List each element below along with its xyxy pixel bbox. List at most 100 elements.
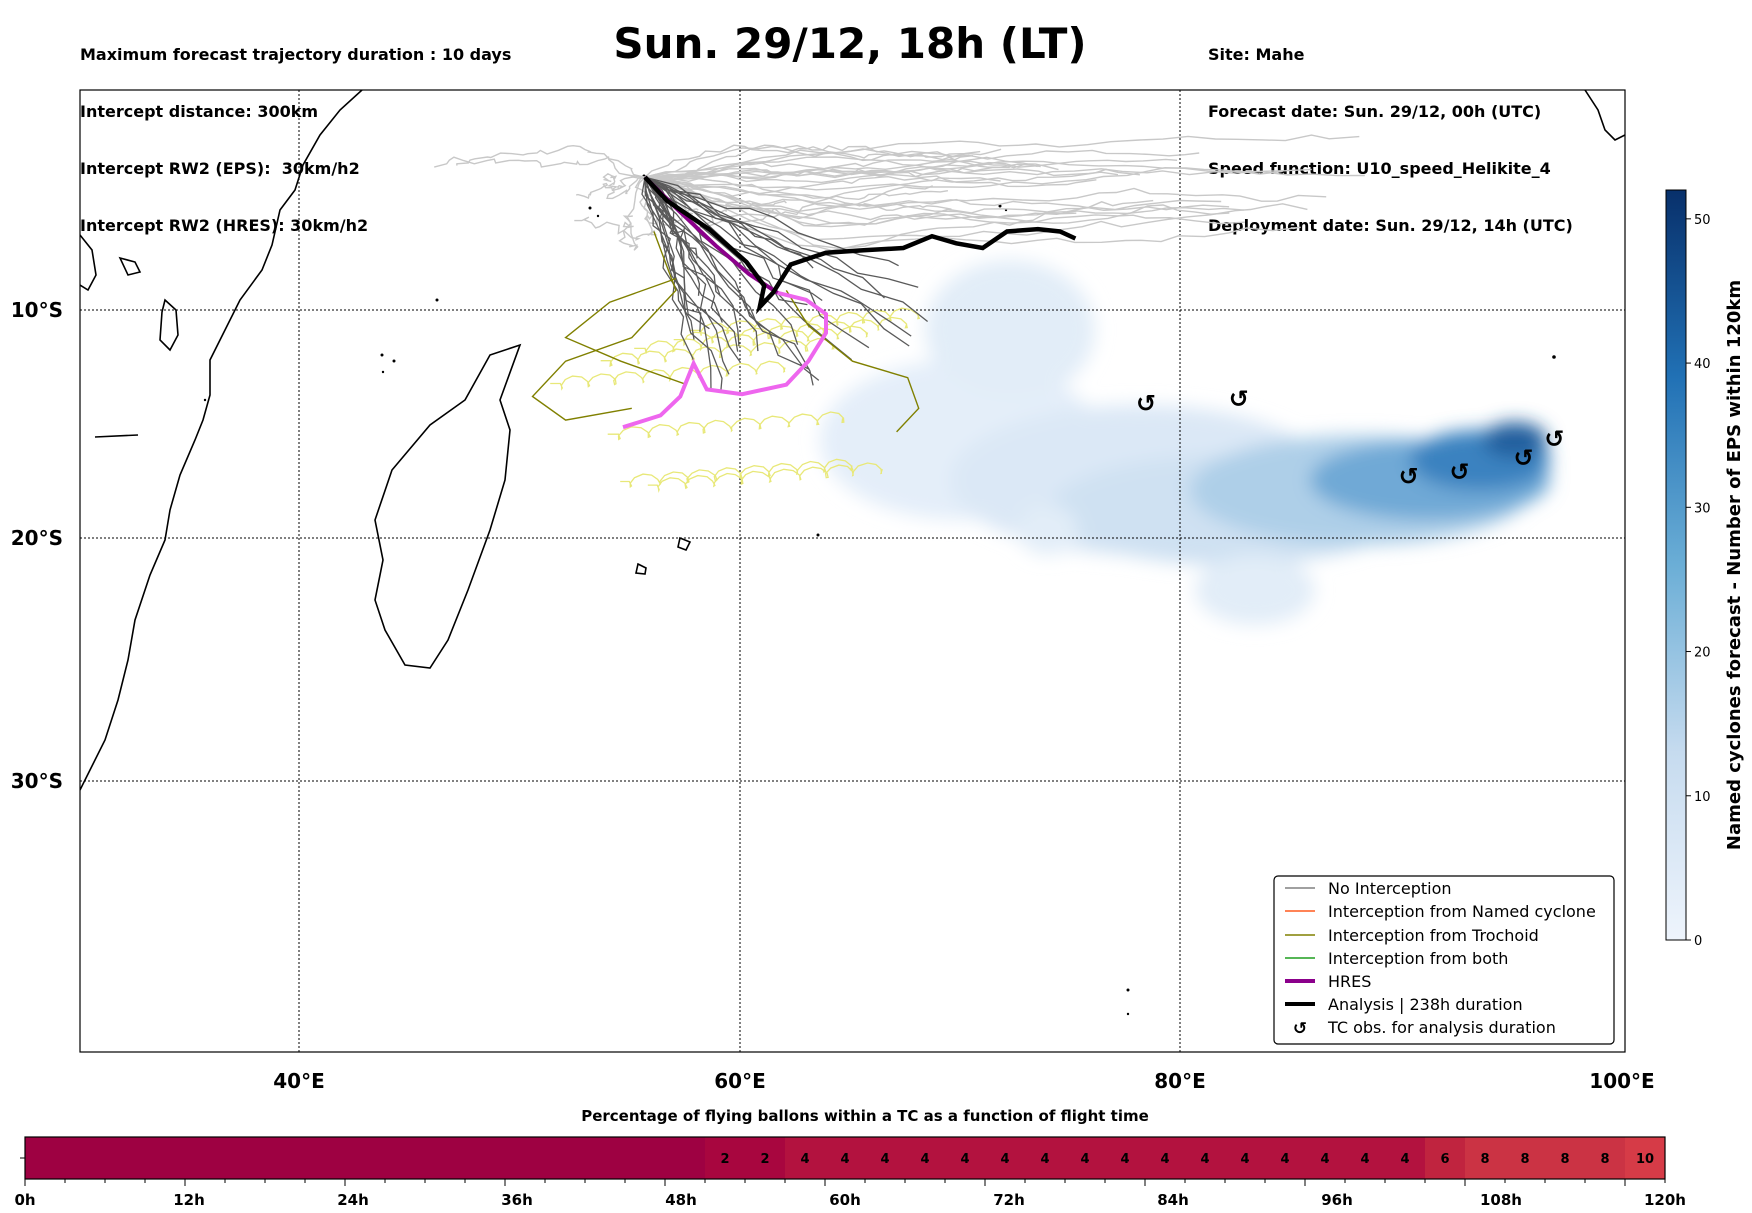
timeline-cell bbox=[25, 1137, 66, 1179]
trochoid-member bbox=[673, 316, 909, 347]
timeline-cell bbox=[345, 1137, 386, 1179]
forecast-info: Site: Mahe Forecast date: Sun. 29/12, 00… bbox=[1208, 7, 1573, 254]
eps-member bbox=[434, 156, 646, 178]
cyclone-icon: ↺ bbox=[1449, 458, 1469, 486]
lon-tick-80: 80°E bbox=[1154, 1069, 1206, 1093]
timeline-cell bbox=[105, 1137, 146, 1179]
site-line: Site: Mahe bbox=[1208, 45, 1305, 64]
eps-member bbox=[644, 176, 1230, 213]
coastlines bbox=[80, 90, 1625, 791]
eps-member bbox=[644, 166, 1010, 178]
legend-tc-obs: TC obs. for analysis duration bbox=[1327, 1018, 1556, 1037]
timeline-cell bbox=[905, 1137, 946, 1179]
graticule bbox=[80, 90, 1625, 1052]
trochoid-member bbox=[785, 290, 920, 433]
trochoid-member bbox=[550, 360, 786, 391]
timeline-cell bbox=[1585, 1137, 1626, 1179]
timeline-cell bbox=[465, 1137, 506, 1179]
trochoid-member bbox=[647, 462, 883, 493]
timeline-cell bbox=[1065, 1137, 1106, 1179]
eps-member bbox=[644, 148, 1200, 178]
eps-member bbox=[602, 172, 646, 200]
lat-tick-20: 20°S bbox=[11, 526, 63, 550]
density-colorbar: 0 10 20 30 40 50 Named cyclones forecast - Nu… bbox=[1665, 189, 1745, 949]
lon-tick-40: 40°E bbox=[273, 1069, 325, 1093]
timeline-cell-value: 4 bbox=[1120, 1152, 1129, 1167]
deployment-date-line: Deployment date: Sun. 29/12, 14h (UTC) bbox=[1208, 216, 1573, 235]
eps-member bbox=[641, 177, 702, 381]
legend-analysis: Analysis | 238h duration bbox=[1328, 995, 1523, 1014]
timeline-cell-value: 2 bbox=[720, 1152, 729, 1167]
timeline-cell-value: 10 bbox=[1636, 1152, 1654, 1167]
map-frame bbox=[79, 89, 1626, 1053]
timeline-cell-value: 4 bbox=[840, 1152, 849, 1167]
timeline-title: Percentage of flying ballons within a TC… bbox=[581, 1107, 1149, 1125]
timeline-cell bbox=[1545, 1137, 1586, 1179]
timeline-cell bbox=[425, 1137, 466, 1179]
timeline-cell bbox=[385, 1137, 426, 1179]
eps-member bbox=[644, 176, 929, 323]
eps-member bbox=[644, 177, 723, 323]
timeline-cell bbox=[745, 1137, 786, 1179]
timeline-cell bbox=[1185, 1137, 1226, 1179]
timeline-cell bbox=[1265, 1137, 1306, 1179]
timeline-cell bbox=[545, 1137, 586, 1179]
timeline-tick-label: 108h bbox=[1480, 1191, 1522, 1209]
trochoid-member bbox=[531, 231, 677, 421]
timeline-cell-value: 4 bbox=[1320, 1152, 1329, 1167]
timeline-cell-value: 2 bbox=[760, 1152, 769, 1167]
eps-member bbox=[644, 177, 702, 332]
lat-tick-30: 30°S bbox=[11, 769, 63, 793]
timeline-cell-value: 4 bbox=[1400, 1152, 1409, 1167]
timeline-tick-label: 24h bbox=[337, 1191, 369, 1209]
intercept-eps-line: Intercept RW2 (EPS): 30km/h2 bbox=[80, 159, 360, 178]
colorbar-tick-label: 50 bbox=[1694, 213, 1711, 228]
trochoid-member bbox=[634, 325, 869, 354]
timeline-tick-label: 60h bbox=[829, 1191, 861, 1209]
timeline-cell bbox=[1345, 1137, 1386, 1179]
timeline-tick-label: 48h bbox=[665, 1191, 697, 1209]
timeline-cell-value: 8 bbox=[1560, 1152, 1569, 1167]
timeline-cell bbox=[985, 1137, 1026, 1179]
eps-member bbox=[575, 175, 648, 199]
eps-faint-trajectories bbox=[434, 134, 1365, 252]
timeline-cell-value: 4 bbox=[1040, 1152, 1049, 1167]
timeline-cell-value: 4 bbox=[1360, 1152, 1369, 1167]
colorbar-tick-label: 10 bbox=[1694, 790, 1711, 805]
timeline-cell bbox=[225, 1137, 266, 1179]
timeline-cell bbox=[1625, 1137, 1666, 1179]
max-duration-line: Maximum forecast trajectory duration : 1… bbox=[80, 45, 512, 64]
timeline-cell bbox=[865, 1137, 906, 1179]
trochoid-faint-trajectories bbox=[550, 307, 921, 493]
eps-member bbox=[644, 176, 1077, 221]
timeline-cell-value: 6 bbox=[1440, 1152, 1449, 1167]
trochoid-member bbox=[607, 411, 845, 441]
timeline-cell-value: 4 bbox=[960, 1152, 969, 1167]
timeline-cell bbox=[945, 1137, 986, 1179]
legend-hres: HRES bbox=[1328, 972, 1371, 991]
intercept-distance-line: Intercept distance: 300km bbox=[80, 102, 319, 121]
timeline-cell bbox=[1025, 1137, 1066, 1179]
cyclone-icon: ↺ bbox=[1399, 463, 1419, 491]
eps-member bbox=[644, 176, 1244, 219]
eps-member bbox=[644, 176, 710, 330]
colorbar-tick-label: 40 bbox=[1694, 357, 1711, 372]
named-cyclone-density bbox=[820, 260, 1550, 625]
colorbar-label: Named cyclones forecast - Number of EPS … bbox=[1724, 280, 1745, 850]
map-legend: No Interception Interception from Named … bbox=[1273, 875, 1615, 1045]
timeline-cell bbox=[825, 1137, 866, 1179]
trochoid-member bbox=[620, 458, 854, 489]
timeline-cell-value: 8 bbox=[1480, 1152, 1489, 1167]
eps-member bbox=[644, 176, 899, 267]
timeline-cell bbox=[785, 1137, 826, 1179]
timeline-cell bbox=[585, 1137, 626, 1179]
trochoid-interception-trajectories bbox=[531, 231, 920, 433]
eps-member bbox=[644, 158, 1178, 179]
eps-member bbox=[644, 176, 910, 347]
lon-tick-100: 100°E bbox=[1589, 1069, 1654, 1093]
timeline-cell bbox=[1465, 1137, 1506, 1179]
timeline-cell bbox=[185, 1137, 226, 1179]
eps-member bbox=[456, 144, 646, 178]
eps-member bbox=[644, 176, 820, 381]
